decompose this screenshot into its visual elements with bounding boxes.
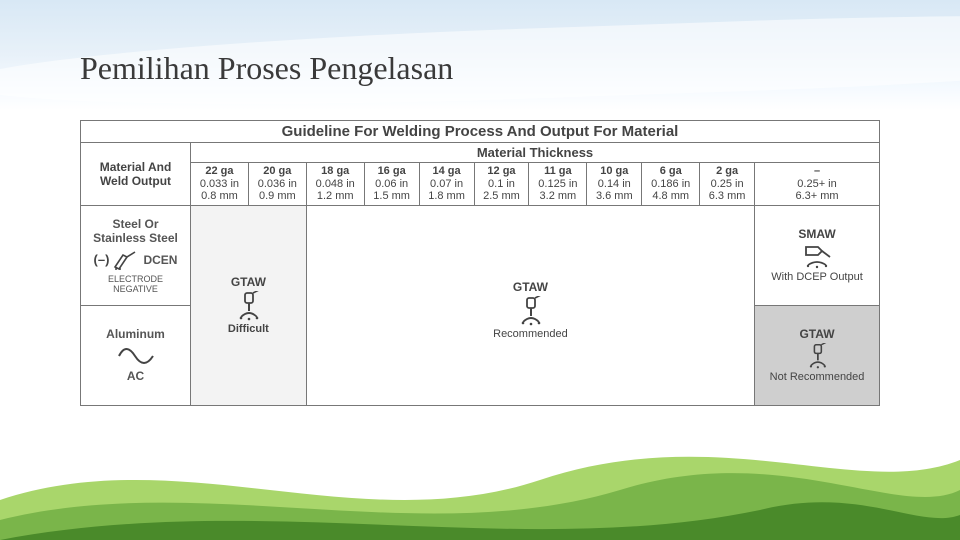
table-main-header: Guideline For Welding Process And Output… bbox=[81, 121, 880, 143]
process-sub: Recommended bbox=[493, 328, 568, 340]
gtaw-torch-icon bbox=[802, 343, 832, 369]
material-aluminum-cell: Aluminum AC bbox=[81, 305, 191, 405]
material-aluminum-name: Aluminum bbox=[85, 327, 186, 341]
guideline-table: Guideline For Welding Process And Output… bbox=[80, 120, 880, 406]
polarity-marker: (–) bbox=[94, 252, 110, 267]
ac-sine-icon bbox=[117, 345, 155, 367]
zone-gtaw-difficult: GTAW Difficult bbox=[191, 205, 307, 405]
process-label: GTAW bbox=[799, 327, 834, 341]
guideline-table-panel: Guideline For Welding Process And Output… bbox=[80, 120, 880, 406]
thickness-col: 12 ga0.1 in2.5 mm bbox=[474, 163, 529, 206]
thickness-header: Material Thickness bbox=[191, 143, 880, 163]
thickness-col: 20 ga0.036 in0.9 mm bbox=[248, 163, 306, 206]
electrode-holder-icon bbox=[113, 249, 139, 271]
gtaw-torch-icon bbox=[513, 296, 547, 326]
thickness-columns-row: 22 ga0.033 in0.8 mm 20 ga0.036 in0.9 mm … bbox=[81, 163, 880, 206]
process-sub: With DCEP Output bbox=[771, 271, 863, 283]
thickness-col: 14 ga0.07 in1.8 mm bbox=[419, 163, 474, 206]
thickness-col: 2 ga0.25 in6.3 mm bbox=[700, 163, 755, 206]
zone-aluminum-gtaw-recommended: GTAW Recommended bbox=[306, 305, 754, 405]
electrode-note: ELECTRODE NEGATIVE bbox=[85, 274, 186, 294]
page-title: Pemilihan Proses Pengelasan bbox=[80, 50, 453, 87]
background-hills bbox=[0, 430, 960, 540]
thickness-col: 18 ga0.048 in1.2 mm bbox=[306, 163, 364, 206]
polarity-dcen: DCEN bbox=[143, 253, 177, 267]
process-sub: Difficult bbox=[228, 323, 269, 335]
process-label: GTAW bbox=[513, 280, 548, 294]
gtaw-torch-icon bbox=[231, 291, 265, 321]
material-steel-cell: Steel Or Stainless Steel (–) DCEN ELECTR… bbox=[81, 205, 191, 305]
smaw-holder-icon bbox=[800, 243, 834, 269]
thickness-col: 10 ga0.14 in3.6 mm bbox=[587, 163, 642, 206]
process-sub: Not Recommended bbox=[770, 371, 865, 383]
zone-smaw: SMAW With DCEP Output bbox=[755, 205, 880, 305]
thickness-col: 6 ga0.186 in4.8 mm bbox=[642, 163, 700, 206]
thickness-col: –0.25+ in6.3+ mm bbox=[755, 163, 880, 206]
material-steel-name: Steel Or Stainless Steel bbox=[85, 217, 186, 245]
thickness-col: 22 ga0.033 in0.8 mm bbox=[191, 163, 249, 206]
thickness-col: 16 ga0.06 in1.5 mm bbox=[364, 163, 419, 206]
process-label: GTAW bbox=[231, 275, 266, 289]
row-label-material-output: Material And Weld Output bbox=[81, 143, 191, 206]
thickness-col: 11 ga0.125 in3.2 mm bbox=[529, 163, 587, 206]
polarity-ac: AC bbox=[85, 369, 186, 383]
zone-gtaw-not-recommended: GTAW Not Recommended bbox=[755, 305, 880, 405]
process-label: SMAW bbox=[798, 227, 835, 241]
